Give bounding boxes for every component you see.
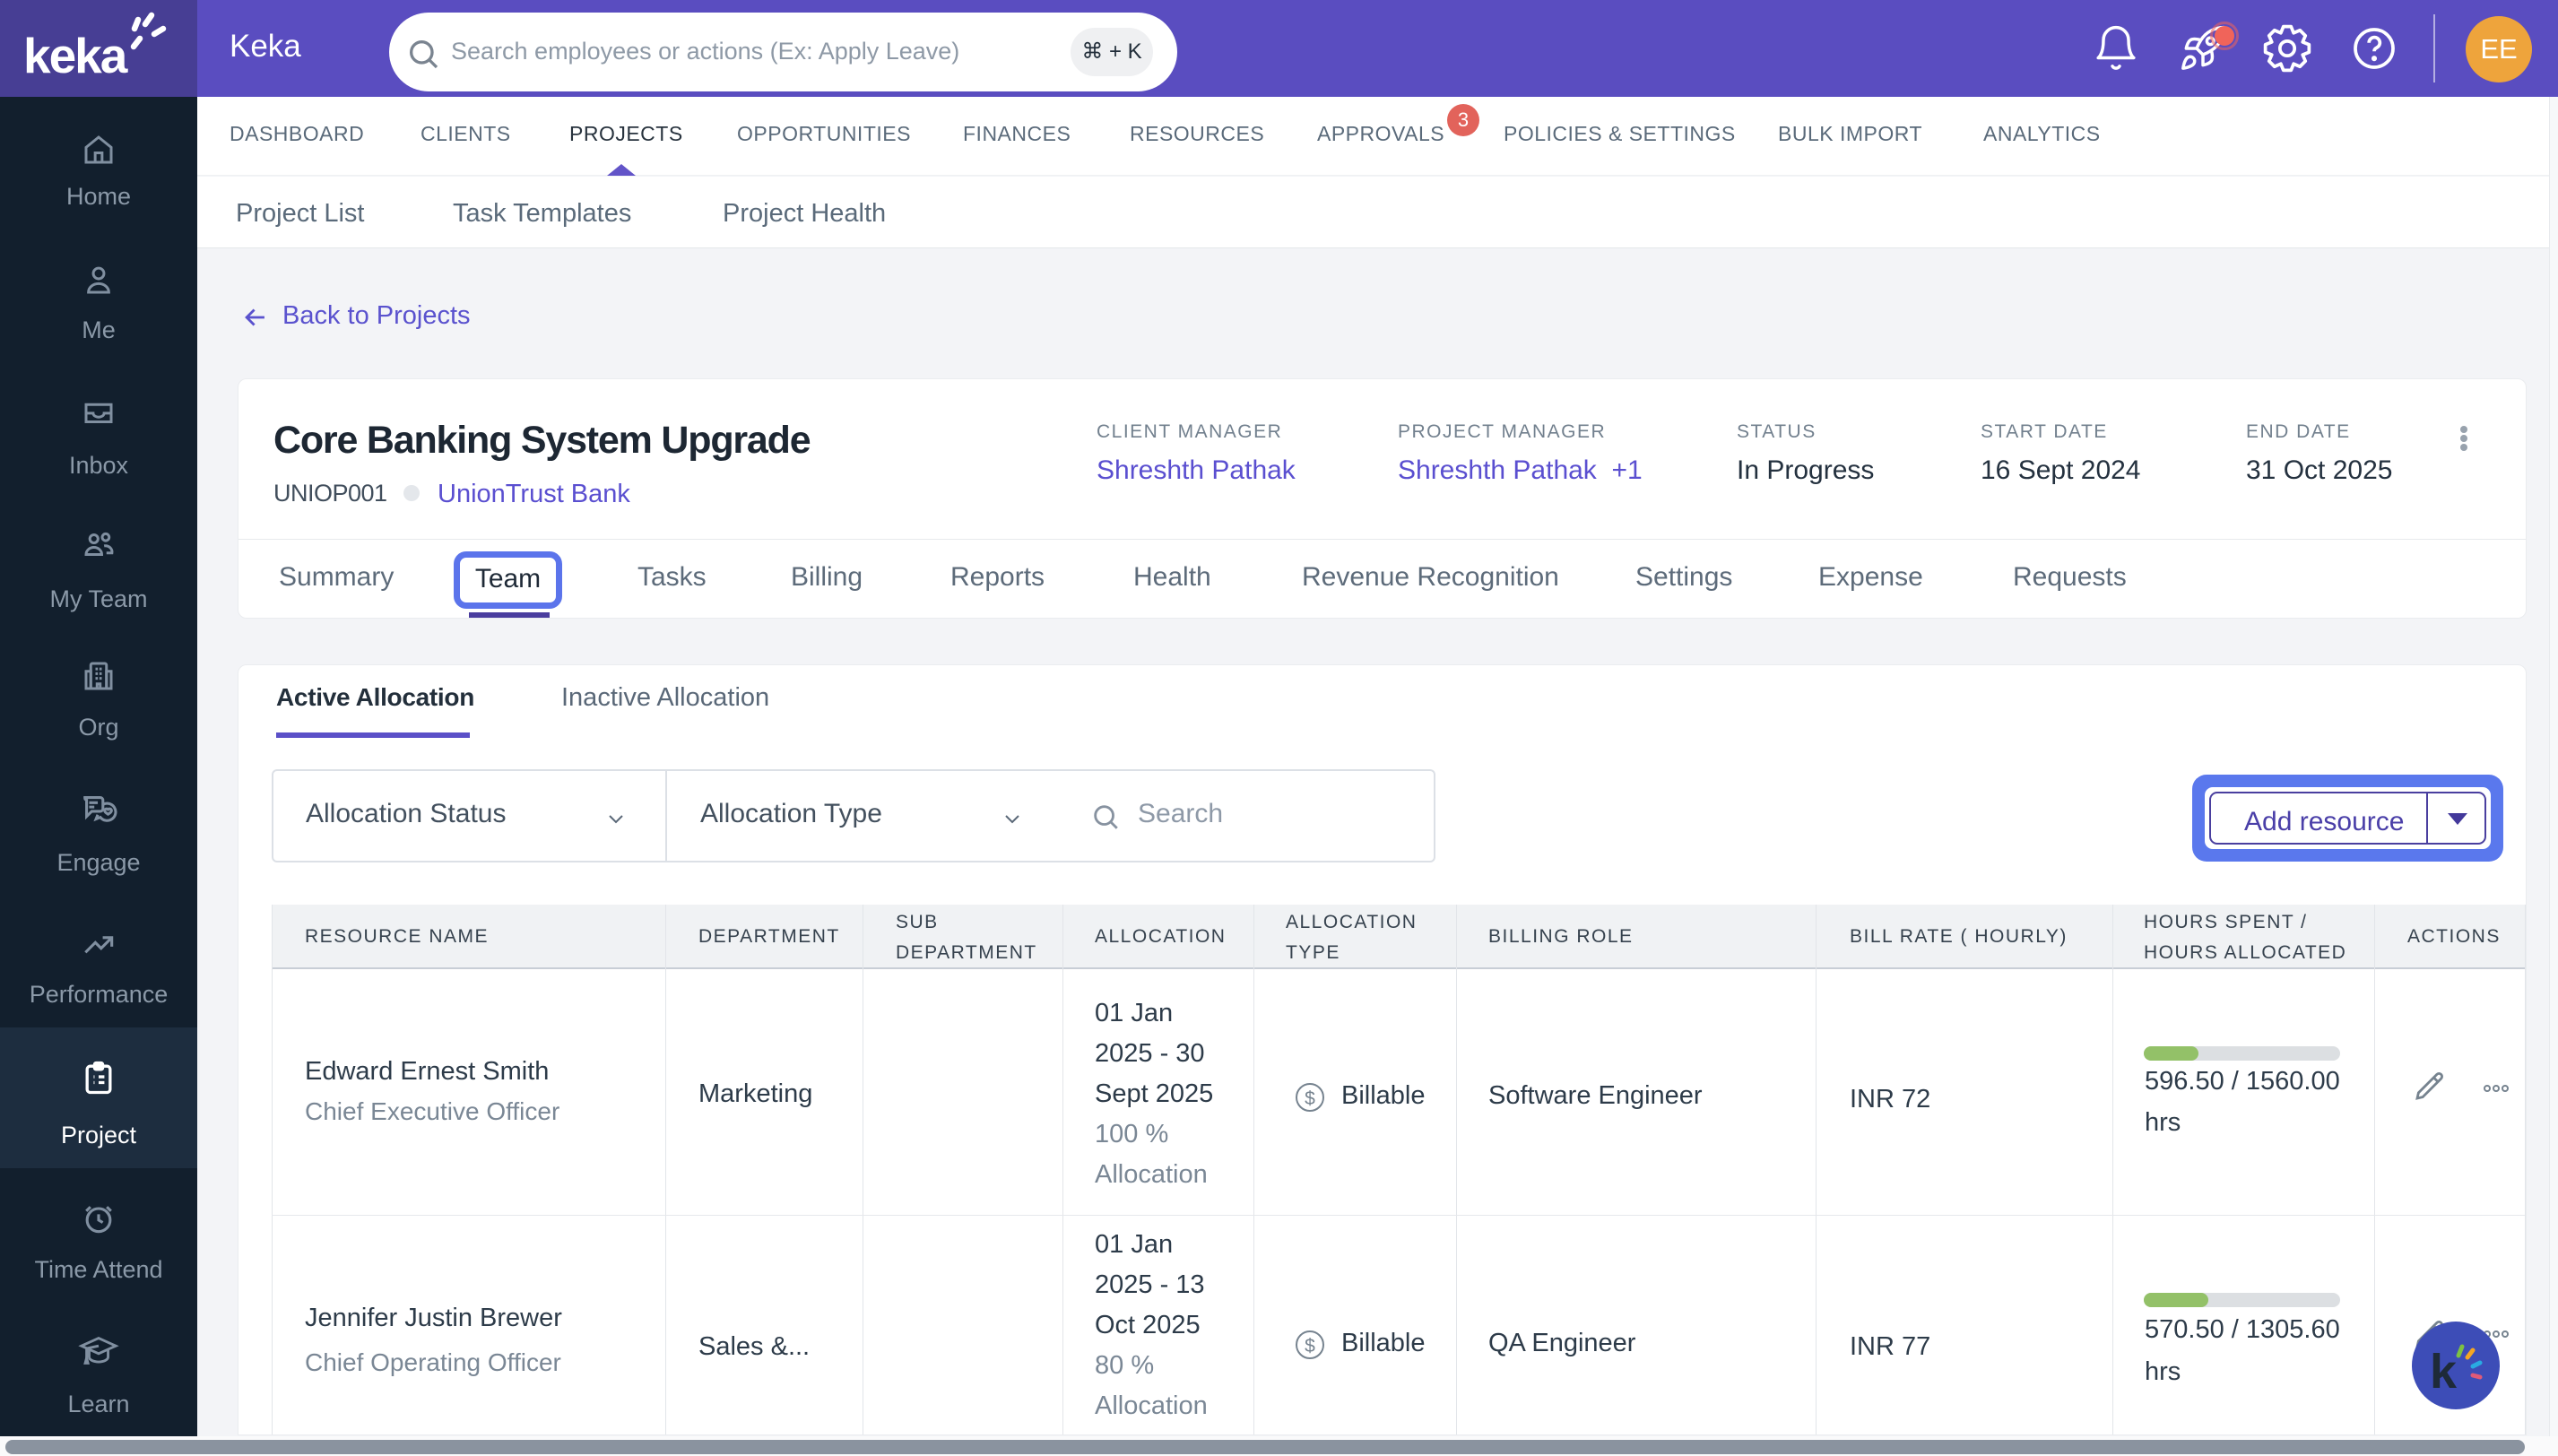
svg-text:k: k — [2430, 1345, 2458, 1399]
svg-text:keka: keka — [23, 28, 128, 83]
